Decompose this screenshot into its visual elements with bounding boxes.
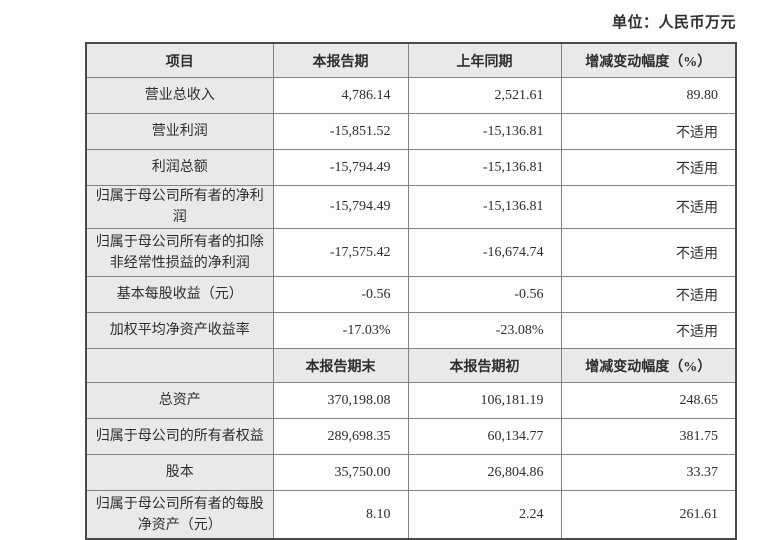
row-label-cell: 归属于母公司的所有者权益 [85, 418, 274, 455]
key-financials-table: 项目 本报告期 上年同期 增减变动幅度（%） 营业总收入 4,786.14 2,… [85, 42, 737, 540]
row-label-cell: 总资产 [85, 382, 274, 419]
period-start-value-cell: 106,181.19 [407, 382, 562, 419]
change-pct-value-cell: 33.37 [560, 454, 737, 491]
change-pct-value-cell: 不适用 [560, 276, 737, 313]
column-header-period-end: 本报告期末 [272, 348, 409, 383]
table-row: 归属于母公司的所有者权益 289,698.35 60,134.77 381.75 [85, 418, 737, 455]
table-row: 归属于母公司所有者的净利润 -15,794.49 -15,136.81 不适用 [85, 185, 737, 229]
table-row: 归属于母公司所有者的扣除非经常性损益的净利润 -17,575.42 -16,67… [85, 228, 737, 277]
current-period-value-cell: 4,786.14 [272, 77, 409, 114]
unit-label: 单位：人民币万元 [611, 15, 736, 31]
table-row: 加权平均净资产收益率 -17.03% -23.08% 不适用 [85, 312, 737, 349]
prior-period-value-cell: -0.56 [407, 276, 562, 313]
current-period-value-cell: -17,575.42 [272, 228, 409, 277]
table-row: 营业总收入 4,786.14 2,521.61 89.80 [85, 77, 737, 114]
column-header-current-period: 本报告期 [272, 42, 409, 78]
current-period-value-cell: -17.03% [272, 312, 409, 349]
change-pct-value-cell: 261.61 [560, 490, 737, 540]
table-header-row-section2: 本报告期末 本报告期初 增减变动幅度（%） [85, 348, 737, 383]
current-period-value-cell: -0.56 [272, 276, 409, 313]
table-row: 营业利润 -15,851.52 -15,136.81 不适用 [85, 113, 737, 150]
column-header-change-pct: 增减变动幅度（%） [560, 42, 737, 78]
period-start-value-cell: 60,134.77 [407, 418, 562, 455]
change-pct-value-cell: 248.65 [560, 382, 737, 419]
table-row: 总资产 370,198.08 106,181.19 248.65 [85, 382, 737, 419]
row-label-cell: 归属于母公司所有者的净利润 [85, 185, 274, 229]
column-header-period-start: 本报告期初 [407, 348, 562, 383]
column-header-item: 项目 [85, 42, 274, 78]
prior-period-value-cell: -15,136.81 [407, 149, 562, 186]
row-label-cell: 利润总额 [85, 149, 274, 186]
row-label-cell: 归属于母公司所有者的每股净资产（元） [85, 490, 274, 540]
current-period-value-cell: -15,851.52 [272, 113, 409, 150]
prior-period-value-cell: 2,521.61 [407, 77, 562, 114]
table-row: 利润总额 -15,794.49 -15,136.81 不适用 [85, 149, 737, 186]
current-period-value-cell: -15,794.49 [272, 185, 409, 229]
row-label-cell: 营业利润 [85, 113, 274, 150]
column-header-blank [85, 348, 274, 383]
row-label-cell: 营业总收入 [85, 77, 274, 114]
table-row: 股本 35,750.00 26,804.86 33.37 [85, 454, 737, 491]
period-end-value-cell: 370,198.08 [272, 382, 409, 419]
prior-period-value-cell: -16,674.74 [407, 228, 562, 277]
column-header-change-pct: 增减变动幅度（%） [560, 348, 737, 383]
change-pct-value-cell: 不适用 [560, 113, 737, 150]
change-pct-value-cell: 89.80 [560, 77, 737, 114]
row-label-cell: 加权平均净资产收益率 [85, 312, 274, 349]
table-header-row-section1: 项目 本报告期 上年同期 增减变动幅度（%） [85, 42, 737, 78]
table-row: 归属于母公司所有者的每股净资产（元） 8.10 2.24 261.61 [85, 490, 737, 540]
period-end-value-cell: 8.10 [272, 490, 409, 540]
period-start-value-cell: 26,804.86 [407, 454, 562, 491]
period-end-value-cell: 289,698.35 [272, 418, 409, 455]
change-pct-value-cell: 不适用 [560, 185, 737, 229]
change-pct-value-cell: 381.75 [560, 418, 737, 455]
period-start-value-cell: 2.24 [407, 490, 562, 540]
period-end-value-cell: 35,750.00 [272, 454, 409, 491]
current-period-value-cell: -15,794.49 [272, 149, 409, 186]
change-pct-value-cell: 不适用 [560, 228, 737, 277]
row-label-cell: 股本 [85, 454, 274, 491]
prior-period-value-cell: -15,136.81 [407, 185, 562, 229]
row-label-cell: 基本每股收益（元） [85, 276, 274, 313]
row-label-cell: 归属于母公司所有者的扣除非经常性损益的净利润 [85, 228, 274, 277]
column-header-prior-period: 上年同期 [407, 42, 562, 78]
prior-period-value-cell: -15,136.81 [407, 113, 562, 150]
change-pct-value-cell: 不适用 [560, 149, 737, 186]
prior-period-value-cell: -23.08% [407, 312, 562, 349]
change-pct-value-cell: 不适用 [560, 312, 737, 349]
table-row: 基本每股收益（元） -0.56 -0.56 不适用 [85, 276, 737, 313]
